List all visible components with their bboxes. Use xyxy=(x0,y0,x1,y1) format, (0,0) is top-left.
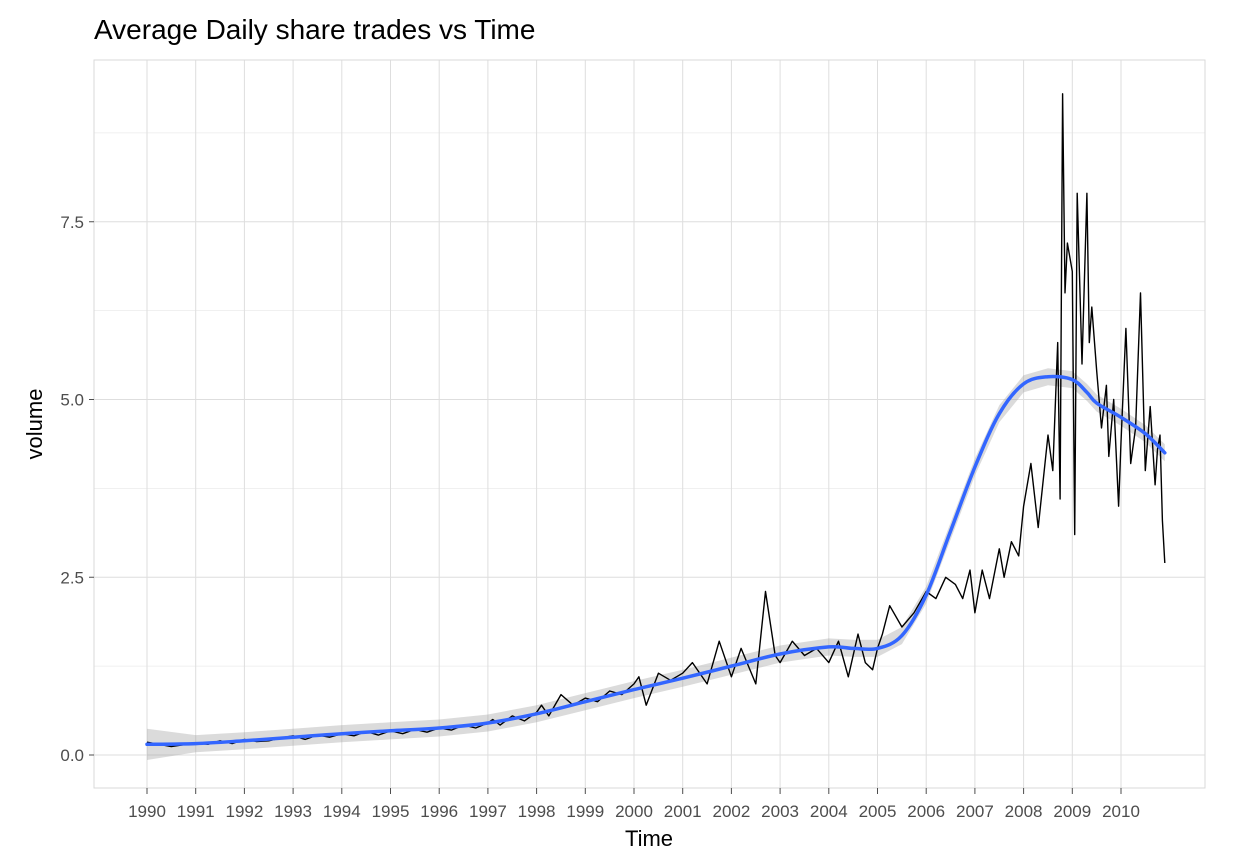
x-tick-label: 1998 xyxy=(518,802,556,821)
x-axis-title: Time xyxy=(625,826,673,851)
y-tick-label: 5.0 xyxy=(60,391,84,410)
x-tick-label: 2010 xyxy=(1102,802,1140,821)
x-tick-label: 1996 xyxy=(420,802,458,821)
series-layer xyxy=(145,93,1167,748)
x-tick-label: 1999 xyxy=(566,802,604,821)
plot-panel-border xyxy=(93,59,1206,789)
y-tick-label: 0.0 xyxy=(60,746,84,765)
x-tick-label: 2002 xyxy=(712,802,750,821)
y-axis-title: volume xyxy=(22,389,47,460)
chart-title: Average Daily share trades vs Time xyxy=(94,14,535,45)
x-tick-label: 2005 xyxy=(859,802,897,821)
volume-line xyxy=(146,93,1166,748)
x-tick-label: 2006 xyxy=(907,802,945,821)
x-tick-label: 2009 xyxy=(1053,802,1091,821)
y-axis: 0.0 2.5 5.0 7.5 xyxy=(60,213,94,765)
x-tick-label: 2004 xyxy=(810,802,848,821)
x-tick-label: 1995 xyxy=(372,802,410,821)
x-tick-label: 1992 xyxy=(225,802,263,821)
x-axis: 1990 1991 1992 1993 1994 1995 1996 1997 1998 1999… xyxy=(128,788,1140,821)
x-tick-label: 1991 xyxy=(177,802,215,821)
x-tick-label: 2003 xyxy=(761,802,799,821)
x-tick-label: 2008 xyxy=(1005,802,1043,821)
y-tick-label: 7.5 xyxy=(60,213,84,232)
x-tick-label: 1997 xyxy=(469,802,507,821)
grid xyxy=(94,60,1205,788)
x-tick-label: 2001 xyxy=(664,802,702,821)
y-tick-label: 2.5 xyxy=(60,568,84,587)
x-tick-label: 2000 xyxy=(615,802,653,821)
plot-background xyxy=(94,60,1205,788)
x-tick-label: 1990 xyxy=(128,802,166,821)
x-tick-label: 1993 xyxy=(274,802,312,821)
smooth-line xyxy=(145,374,1167,747)
x-tick-label: 1994 xyxy=(323,802,361,821)
x-tick-label: 2007 xyxy=(956,802,994,821)
